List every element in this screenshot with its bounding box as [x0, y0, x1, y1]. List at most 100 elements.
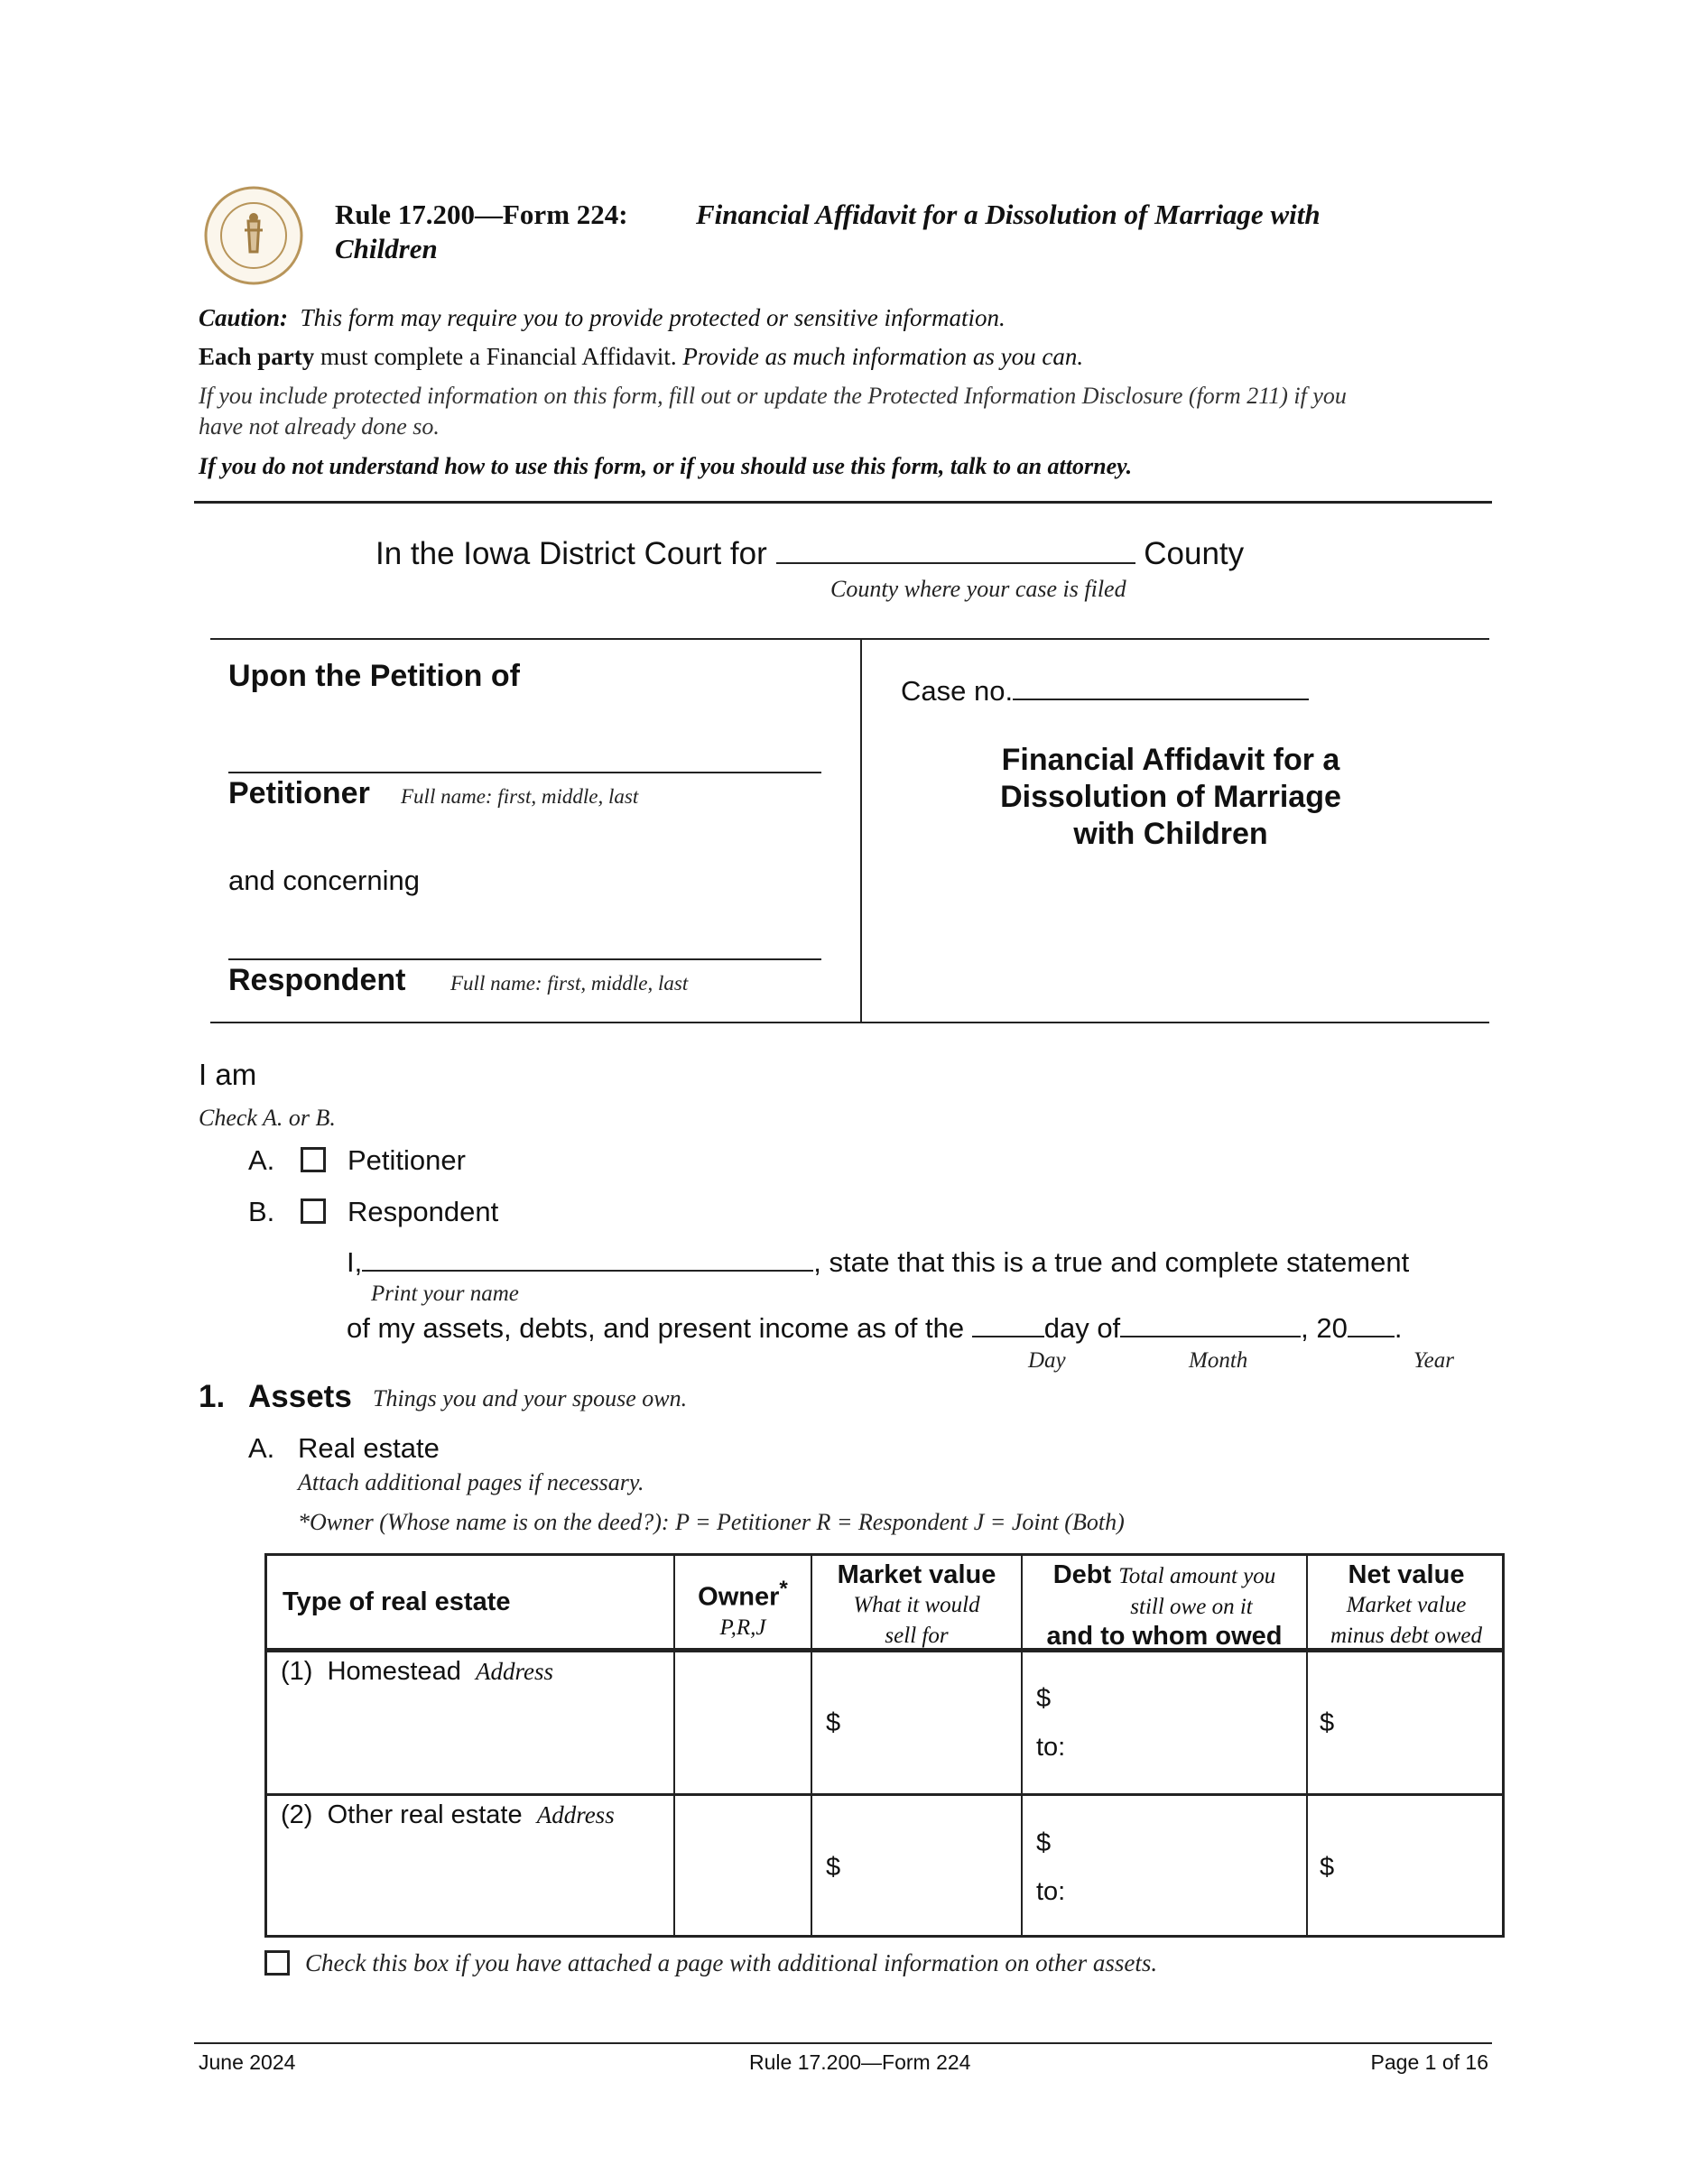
section-subtitle: Things you and your spouse own.: [373, 1385, 688, 1411]
each-party-notice: Each party must complete a Financial Aff…: [199, 343, 1083, 371]
document-title: Financial Affidavit for a Dissolution of…: [903, 742, 1439, 853]
table-column-border: [811, 1553, 812, 1938]
owner-asterisk: *: [779, 1577, 788, 1601]
option-letter-a: A.: [248, 1144, 275, 1176]
petitioner-label: Petitioner: [228, 776, 370, 810]
footer-page-number: Page 1 of 16: [1370, 2050, 1488, 2074]
statement-text: , state that this is a true and complete…: [813, 1246, 1410, 1278]
owner-label: Owner: [698, 1582, 780, 1612]
owner-legend: *Owner (Whose name is on the deed?): P =…: [298, 1509, 1125, 1535]
iowa-judicial-branch-seal: [203, 185, 304, 286]
caution-text: This form may require you to provide pro…: [300, 304, 1006, 331]
respondent-option-label: Respondent: [348, 1196, 499, 1227]
section-title: Assets: [248, 1379, 352, 1414]
table-column-border: [1021, 1553, 1023, 1938]
table-row: (2) Other real estate Address: [281, 1800, 615, 1830]
table-row-border: [264, 1793, 1505, 1796]
header-market-value: Market value What it would sell for: [812, 1560, 1021, 1651]
table-column-border: [673, 1553, 675, 1938]
address-hint: Address: [536, 1801, 615, 1828]
petitioner-option-label: Petitioner: [348, 1144, 466, 1176]
debt-to-field[interactable]: to:: [1036, 1877, 1066, 1906]
form-rule-number: Rule 17.200—Form 224:: [335, 199, 628, 230]
upon-petition-label: Upon the Petition of: [228, 659, 520, 693]
month-field[interactable]: [1120, 1336, 1302, 1337]
period: .: [1394, 1312, 1403, 1344]
i-am-label: I am: [199, 1058, 257, 1091]
row-label: Other real estate: [327, 1800, 523, 1829]
case-no-label: Case no.: [901, 675, 1014, 707]
document-title-line: Financial Affidavit for a: [1001, 743, 1340, 777]
caution-notice: Caution: This form may require you to pr…: [199, 304, 1006, 332]
document-title-line: Dissolution of Marriage: [1000, 780, 1341, 814]
statement-line-2: of my assets, debts, and present income …: [347, 1312, 1403, 1345]
caption-divider: [860, 638, 862, 1023]
court-suffix: County: [1144, 536, 1245, 571]
market-hint: sell for: [885, 1624, 949, 1648]
county-hint: County where your case is filed: [830, 576, 1126, 602]
day-hint: Day: [1028, 1348, 1066, 1373]
statement-text: of my assets, debts, and present income …: [347, 1312, 965, 1344]
row-number: (1): [281, 1657, 313, 1686]
court-prefix: In the Iowa District Court for: [375, 536, 767, 571]
year-prefix: , 20: [1301, 1312, 1348, 1344]
document-title-line: with Children: [1073, 817, 1268, 851]
respondent-label: Respondent: [228, 963, 406, 997]
day-field[interactable]: [971, 1336, 1044, 1337]
and-concerning-label: and concerning: [228, 865, 420, 896]
protected-info-notice-continued: have not already done so.: [199, 413, 440, 440]
attached-page-checkbox[interactable]: [264, 1950, 290, 1976]
petitioner-checkbox[interactable]: [301, 1147, 326, 1172]
i-prefix: I,: [347, 1246, 363, 1278]
debt-to-field[interactable]: to:: [1036, 1733, 1066, 1762]
respondent-name-field[interactable]: [228, 958, 821, 960]
attached-page-label: Check this box if you have attached a pa…: [305, 1949, 1158, 1976]
net-value-field[interactable]: $: [1320, 1853, 1335, 1882]
form-title-continued: Children: [335, 233, 438, 264]
print-name-field[interactable]: [362, 1270, 814, 1272]
county-field[interactable]: [775, 562, 1135, 564]
protected-info-notice: If you include protected information on …: [199, 383, 1347, 409]
footer-date: June 2024: [199, 2050, 296, 2074]
net-hint: Market value: [1346, 1593, 1467, 1617]
year-field[interactable]: [1347, 1336, 1395, 1337]
day-of-label: day of: [1043, 1312, 1121, 1344]
market-label: Market value: [837, 1560, 996, 1589]
owner-hint: P,R,J: [719, 1615, 766, 1640]
market-value-field[interactable]: $: [826, 1708, 841, 1737]
divider: [194, 501, 1492, 504]
petitioner-hint: Full name: first, middle, last: [401, 785, 639, 808]
footer-form: Rule 17.200—Form 224: [749, 2050, 971, 2074]
net-hint: minus debt owed: [1330, 1624, 1483, 1648]
debt-amount-field[interactable]: $: [1036, 1828, 1052, 1857]
table-row: (1) Homestead Address: [281, 1657, 553, 1687]
case-number-field[interactable]: [1013, 699, 1310, 700]
header-type: Type of real estate: [283, 1587, 511, 1616]
case-number: Case no.: [901, 675, 1310, 708]
debt-hint: still owe on it: [1130, 1595, 1253, 1619]
option-letter-b: B.: [248, 1196, 275, 1227]
attach-hint: Attach additional pages if necessary.: [298, 1469, 644, 1495]
caption-bottom-border: [210, 1022, 1489, 1023]
header-owner: Owner* P,R,J: [675, 1575, 811, 1643]
check-hint: Check A. or B.: [199, 1105, 336, 1131]
each-party-text: must complete a Financial Affidavit.: [314, 343, 677, 370]
caption-top-border: [210, 638, 1489, 640]
petitioner-name-field[interactable]: [228, 772, 821, 773]
debt-amount-field[interactable]: $: [1036, 1684, 1052, 1713]
court-line: In the Iowa District Court for County: [375, 536, 1244, 572]
table-column-border: [1306, 1553, 1308, 1938]
subsection-title: Real estate: [298, 1432, 440, 1464]
header-net-value: Net value Market value minus debt owed: [1308, 1560, 1505, 1651]
form-title: Financial Affidavit for a Dissolution of…: [696, 199, 1321, 230]
net-value-field[interactable]: $: [1320, 1708, 1335, 1737]
debt-label-2: and to whom owed: [1046, 1622, 1283, 1651]
row-label: Homestead: [327, 1657, 461, 1686]
section-number: 1.: [199, 1379, 226, 1414]
respondent-hint: Full name: first, middle, last: [450, 972, 689, 995]
year-hint: Year: [1413, 1348, 1454, 1373]
respondent-checkbox[interactable]: [301, 1198, 326, 1224]
address-hint: Address: [476, 1658, 554, 1685]
market-hint: What it would: [853, 1593, 980, 1617]
market-value-field[interactable]: $: [826, 1853, 841, 1882]
